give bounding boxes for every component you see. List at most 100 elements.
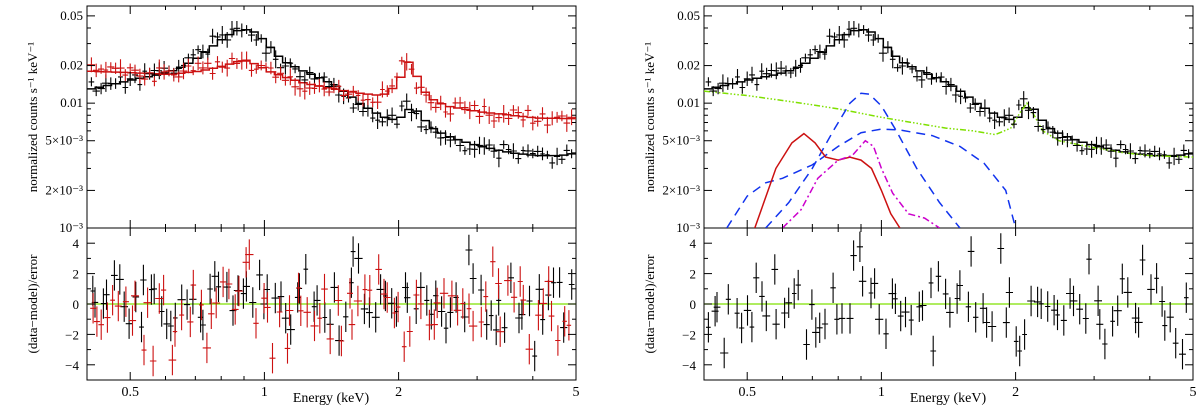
resid-red-point: [122, 286, 129, 317]
resid-black-point: [240, 278, 247, 309]
data-black-point: [214, 32, 221, 42]
data-red-point: [456, 96, 464, 109]
resid-red-point: [264, 292, 271, 323]
data-black-point: [258, 34, 264, 43]
data-black-point: [112, 78, 119, 89]
data-red-point: [402, 53, 411, 71]
data-red-point: [365, 94, 371, 106]
y-tick-label: 0.01: [60, 95, 83, 110]
data-black-point: [554, 147, 561, 166]
data-black-point: [229, 21, 235, 38]
resid-black-point: [1159, 286, 1166, 317]
resid-black-point: [772, 309, 780, 340]
x-tick-label: 5: [1190, 385, 1197, 400]
data-black-point: [1180, 144, 1187, 157]
resid-black-point: [111, 260, 118, 291]
resid-red-point: [220, 266, 227, 298]
data-black-point: [962, 93, 969, 103]
data-black-point: [922, 66, 931, 79]
resid-red-point: [202, 332, 211, 364]
data-red-point: [277, 66, 284, 81]
resid-black-point: [437, 296, 446, 327]
data-red-point: [263, 62, 269, 73]
data-black-point: [383, 109, 391, 127]
data-black-point: [1107, 144, 1115, 158]
resid-black-point: [706, 312, 711, 343]
resid-red-point: [478, 306, 484, 338]
resid-red-point: [525, 334, 534, 365]
resid-black-point: [271, 282, 280, 314]
residual-y-tick-label: −2: [65, 327, 79, 342]
data-red-point: [160, 64, 168, 80]
resid-black-point: [928, 267, 934, 299]
data-red-point: [389, 78, 396, 94]
data-black-point: [97, 82, 105, 95]
resid-red-point: [483, 281, 489, 312]
data-black-point: [471, 140, 478, 158]
resid-black-point: [140, 264, 147, 296]
resid-red-point: [90, 293, 97, 324]
resid-black-point: [1096, 309, 1104, 340]
data-red-point: [567, 109, 576, 126]
data-red-point: [539, 107, 546, 121]
data-black-point: [947, 77, 955, 92]
resid-black-point: [277, 281, 285, 312]
data-black-point: [485, 139, 493, 151]
resid-red-point: [539, 288, 548, 319]
data-red-point: [408, 63, 415, 75]
resid-red-point: [511, 282, 518, 313]
data-red-point: [93, 63, 100, 78]
model-red-line: [87, 60, 576, 120]
resid-red-point: [298, 295, 304, 326]
resid-black-point: [313, 285, 321, 316]
resid-red-point: [128, 305, 137, 336]
data-red-point: [349, 85, 357, 97]
data-black-point: [865, 28, 872, 42]
data-red-point: [302, 82, 308, 100]
resid-red-point: [143, 287, 152, 318]
data-black-point: [913, 71, 921, 82]
resid-black-point: [443, 313, 449, 344]
data-black-point: [773, 62, 780, 80]
data-red-point: [209, 67, 216, 80]
data-red-point: [122, 69, 129, 82]
resid-black-point: [469, 263, 477, 294]
data-black-point: [958, 88, 963, 105]
data-black-point: [782, 65, 790, 77]
resid-red-point: [179, 299, 185, 331]
resid-black-point: [526, 285, 533, 317]
data-black-point: [496, 149, 502, 168]
data-black-point: [195, 45, 201, 55]
data-red-point: [198, 61, 207, 75]
data-red-point: [534, 115, 542, 127]
resid-black-point: [493, 314, 500, 346]
resid-black-point: [997, 233, 1005, 264]
residual-y-tick-label: −4: [682, 358, 696, 373]
resid-red-point: [168, 344, 177, 376]
data-black-point: [714, 82, 722, 95]
data-black-point: [1045, 121, 1051, 134]
data-black-point: [233, 21, 241, 36]
resid-red-point: [284, 333, 291, 364]
data-red-point: [272, 71, 280, 84]
resid-black-point: [115, 264, 124, 295]
data-black-point: [92, 86, 100, 97]
right-spectrum-plot: 0.05 0.02 0.01 5×10⁻³ 2×10⁻³ 10⁻³: [662, 6, 1194, 235]
data-black-point: [836, 26, 843, 44]
resid-red-point: [242, 247, 250, 278]
data-red-point: [218, 61, 227, 73]
data-black-point: [1030, 107, 1037, 119]
data-black-point: [1034, 121, 1043, 132]
resid-red-point: [460, 288, 466, 319]
resid-red-point: [172, 316, 178, 347]
data-red-point: [145, 67, 154, 78]
resid-black-point: [281, 303, 290, 334]
resid-red-point: [504, 265, 512, 296]
y-tick-label: 5×10⁻³: [45, 133, 83, 148]
resid-black-point: [1066, 278, 1075, 309]
data-black-point: [1146, 148, 1153, 159]
data-black-point: [826, 28, 833, 44]
data-black-point: [248, 28, 255, 42]
data-black-point: [995, 117, 1004, 127]
resid-red-point: [469, 310, 478, 342]
